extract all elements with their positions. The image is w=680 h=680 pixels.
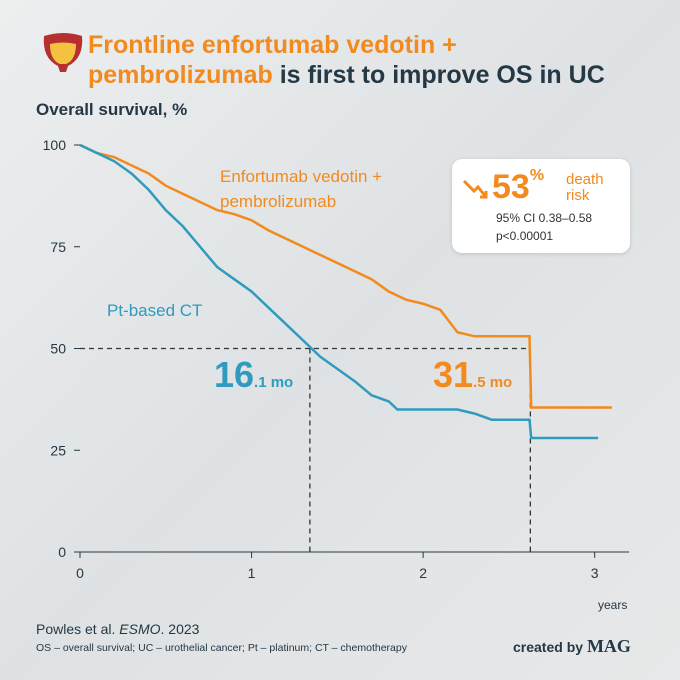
y-label: Overall survival, %	[36, 100, 188, 119]
footnote: OS – overall survival; UC – urothelial c…	[36, 642, 407, 654]
series-line	[79, 143, 612, 409]
median-suffix: .5 mo	[473, 374, 513, 391]
series-label: Enfortumab vedotin + pembrolizumab	[220, 167, 383, 211]
y-tick-label: 50	[50, 341, 66, 357]
hazard-number: 53	[492, 168, 530, 206]
series-line	[79, 143, 599, 440]
median-label: 31.5 mo	[433, 354, 512, 396]
y-tick-label: 100	[43, 137, 67, 153]
source-part: ESMO	[119, 621, 161, 637]
title: Frontline enfortumab vedotin + pembrolizu…	[88, 30, 678, 90]
source: Powles et al. ESMO. 2023	[36, 621, 199, 637]
credit: created by MAG	[513, 636, 631, 657]
down-arrow-icon	[462, 179, 488, 199]
hazard-ci: 95% CI 0.38–0.58	[496, 211, 593, 225]
bladder-icon	[43, 33, 83, 72]
title-part: pembrolizumab	[88, 61, 273, 89]
source-part: Powles et al.	[36, 621, 116, 637]
source-part: . 2023	[160, 621, 200, 637]
x-label: years	[598, 598, 628, 612]
x-tick-label: 2	[419, 565, 427, 581]
x-tick-label: 3	[591, 565, 599, 581]
hazard-text: death risk	[566, 171, 604, 204]
median-label: 16.1 mo	[214, 354, 293, 396]
x-tick-label: 1	[248, 565, 256, 581]
hazard-p: p<0.00001	[496, 229, 554, 243]
y-tick-label: 0	[58, 544, 66, 560]
x-tick-label: 0	[76, 565, 84, 581]
series-label: Pt-based CT	[107, 301, 203, 320]
median-number: 16	[214, 354, 255, 395]
credit-part: created by	[513, 639, 584, 655]
median-number: 31	[433, 354, 474, 395]
credit-part: MAG	[586, 636, 631, 656]
hazard-box: 53% death risk 95% CI 0.38–0.58 p<0.0000…	[452, 159, 630, 253]
title-part: is first to improve OS in UC	[279, 61, 605, 89]
y-tick-label: 25	[50, 442, 66, 458]
title-part: Frontline enfortumab vedotin +	[88, 31, 457, 59]
hazard-unit: %	[529, 167, 545, 184]
y-tick-label: 75	[50, 239, 66, 255]
hazard-value: 53%	[492, 167, 544, 207]
median-suffix: .1 mo	[254, 374, 294, 391]
